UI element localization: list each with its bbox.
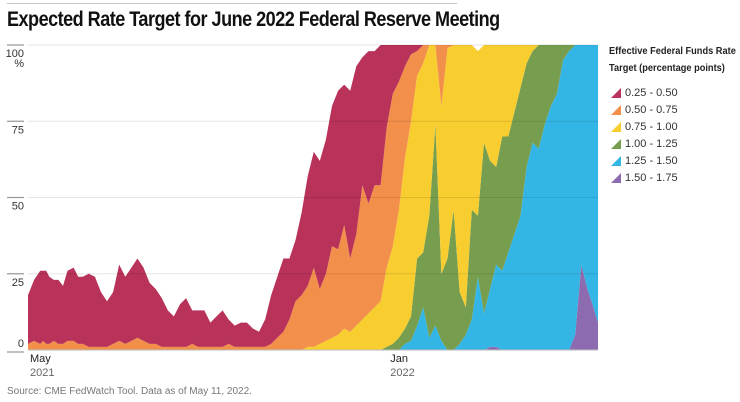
y-axis: 0 25 50 75 100% — [6, 44, 24, 353]
legend-title-line1: Effective Federal Funds Rate — [609, 45, 736, 57]
chart-title: Expected Rate Target for June 2022 Feder… — [7, 8, 500, 31]
gridlines — [28, 44, 598, 351]
x-tick-month: May — [30, 353, 51, 365]
legend-label: 0.25 - 0.50 — [625, 86, 678, 99]
x-tick-year: 2021 — [30, 367, 54, 379]
y-tick-label: 100 — [6, 48, 24, 60]
legend-item: 0.50 - 0.75 — [609, 101, 739, 118]
x-tick-month: Jan — [390, 353, 408, 365]
legend: Effective Federal Funds Rate Target (per… — [609, 43, 739, 186]
legend-swatch-icon — [611, 121, 621, 132]
legend-label: 0.75 - 1.00 — [625, 120, 678, 133]
legend-item: 1.25 - 1.50 — [609, 152, 739, 169]
legend-label: 1.00 - 1.25 — [625, 137, 678, 150]
legend-item: 1.00 - 1.25 — [609, 135, 739, 152]
legend-swatch-icon — [611, 104, 621, 115]
area-series-1-25-1-50 — [28, 45, 598, 350]
top-rule — [7, 3, 457, 4]
legend-swatch-icon — [611, 87, 621, 98]
y-tick-label: 0 — [18, 338, 24, 350]
y-tick-label: 25 — [12, 277, 24, 289]
y-tick-label: 50 — [12, 201, 24, 213]
legend-label: 1.25 - 1.50 — [625, 154, 678, 167]
legend-label: 0.50 - 0.75 — [625, 103, 678, 116]
area-series-0-50-0-75 — [28, 45, 598, 350]
area-series-0-25-0-50 — [28, 45, 598, 347]
x-tick-year: 2022 — [390, 367, 414, 379]
legend-title-line2: Target (percentage points) — [609, 62, 725, 74]
area-layer — [28, 45, 598, 350]
legend-swatch-icon — [611, 172, 621, 183]
area-series-1-00-1-25 — [28, 45, 598, 350]
source-note: Source: CME FedWatch Tool. Data as of Ma… — [7, 386, 252, 397]
x-axis: May 2021 Jan 2022 — [30, 353, 415, 379]
legend-swatch-icon — [611, 155, 621, 166]
legend-item: 0.25 - 0.50 — [609, 84, 739, 101]
legend-item: 1.50 - 1.75 — [609, 169, 739, 186]
area-series-0-75-1-00 — [28, 45, 598, 350]
legend-items: 0.25 - 0.50 0.50 - 0.75 0.75 - 1.00 1.00… — [609, 84, 739, 186]
legend-item: 0.75 - 1.00 — [609, 118, 739, 135]
y-tick-label: 75 — [12, 124, 24, 136]
y-unit-label: % — [14, 58, 24, 70]
legend-swatch-icon — [611, 138, 621, 149]
legend-label: 1.50 - 1.75 — [625, 171, 678, 184]
